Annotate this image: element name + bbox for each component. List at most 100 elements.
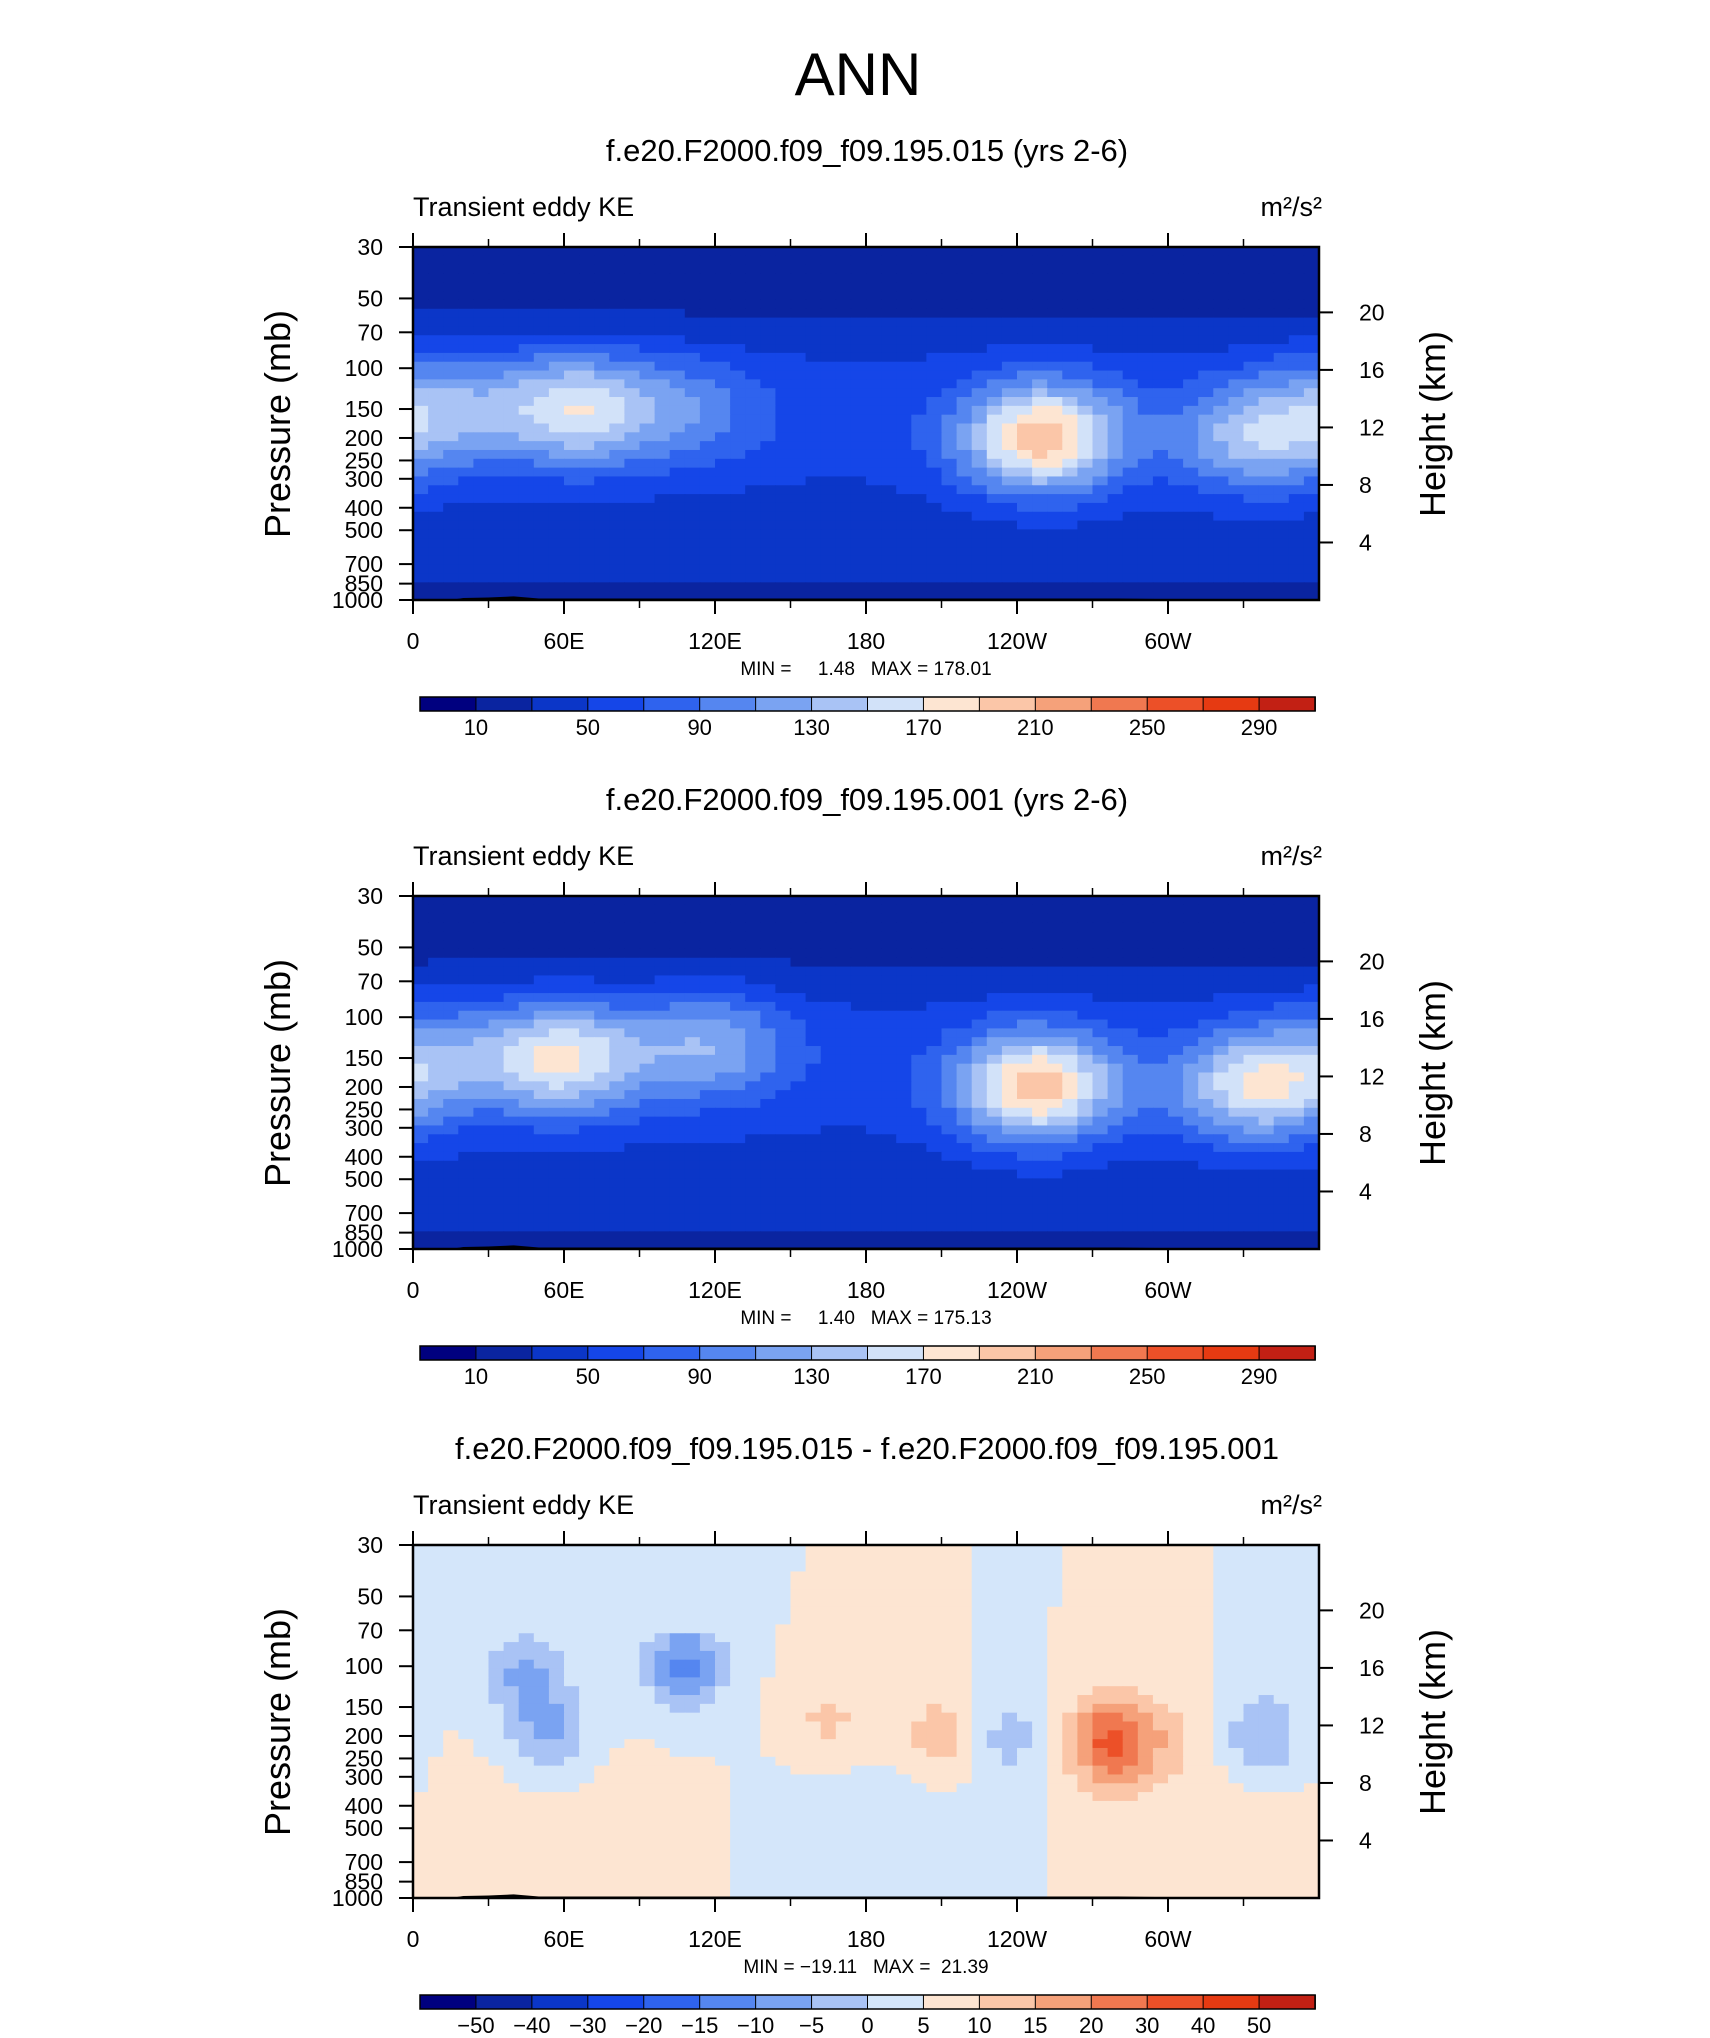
field-cell [986,441,1003,451]
y-tick-label: 100 [345,355,383,381]
field-cell [911,538,927,548]
field-cell [956,547,973,557]
field-cell [1273,529,1290,539]
field-cell [609,591,625,601]
field-cell [1062,1028,1078,1038]
field-cell [669,591,686,601]
field-cell [745,1178,761,1188]
field-cell [1228,1178,1245,1188]
field-cell [488,379,505,389]
field-cell [805,264,822,275]
field-cell [820,948,837,959]
field-cell [1243,913,1260,924]
field-cell [1137,1231,1154,1241]
field-cell [866,1213,882,1224]
field-cell [956,1037,973,1047]
field-cell [1258,379,1275,389]
field-cell [1288,432,1305,442]
field-cell [986,529,1003,539]
field-cell [609,511,625,522]
field-cell [1017,984,1033,994]
field-cell [548,423,565,433]
field-cell [1243,1046,1260,1056]
field-cell [1228,582,1245,592]
field-cell [488,299,505,310]
field-cell [1213,273,1229,283]
field-cell [1243,1028,1260,1038]
field-cell [971,591,988,601]
field-cell [835,1134,852,1144]
field-cell [760,326,776,336]
field-cell [443,1204,459,1215]
field-cell [1183,1125,1199,1135]
field-cell [850,564,867,575]
field-cell [745,1187,761,1197]
field-cell [473,308,490,319]
field-cell [941,291,958,301]
field-cell [428,344,444,354]
colorbar-box [1090,1345,1149,1361]
field-cell [1032,1037,1048,1047]
field-cell [639,388,656,398]
field-cell [881,1178,897,1188]
field-cell [428,520,444,530]
field-cell [715,467,731,478]
field-cell [548,538,565,548]
field-cell [1077,247,1094,257]
field-cell [609,1116,625,1127]
field-cell [956,957,973,968]
field-cell [518,573,535,583]
field-cell [458,388,474,398]
field-cell [1168,1010,1184,1021]
field-cell [503,993,520,1003]
field-cell [518,591,535,601]
field-cell [684,511,701,522]
field-cell [1183,975,1199,985]
field-cell [1017,1213,1033,1224]
field-cell [1017,326,1033,336]
field-cell [745,449,761,460]
field-cell [790,1240,807,1250]
field-cell [1092,957,1109,968]
field-cell [1258,547,1275,557]
field-cell [1001,1125,1018,1135]
field-cell [1213,520,1229,530]
field-cell [503,414,520,425]
field-cell [730,975,746,985]
field-cell [428,397,444,407]
field-cell [473,1063,490,1074]
field-cell [1001,441,1018,451]
field-cell [790,1028,807,1038]
field-cell [413,538,429,548]
field-cell [684,299,701,310]
panel-1-colorbar: 10 50 90 130 170 210 250 290 [419,696,1316,740]
field-cell [850,966,867,977]
field-cell [1001,1143,1018,1153]
field-cell [730,511,746,522]
field-cell [594,1160,610,1171]
field-cell [1077,1054,1094,1065]
field-cell [699,299,716,310]
field-cell [1077,282,1094,292]
field-cell [1092,564,1109,575]
field-cell [1243,476,1260,486]
field-cell [790,582,807,592]
field-cell [1077,432,1094,442]
field-cell [745,1204,761,1215]
field-cell [1303,573,1320,583]
field-cell [986,1010,1003,1021]
field-cell [428,441,444,451]
field-cell [443,564,459,575]
field-cell [1213,344,1229,354]
field-cell [1122,1010,1139,1021]
field-cell [1198,1178,1214,1188]
field-cell [533,1028,550,1038]
field-cell [609,273,625,283]
field-cell [624,1178,641,1188]
field-cell [458,564,474,575]
field-cell [1273,397,1290,407]
field-cell [458,361,474,372]
field-cell [835,538,852,548]
field-cell [896,405,912,416]
field-cell [609,1125,625,1135]
